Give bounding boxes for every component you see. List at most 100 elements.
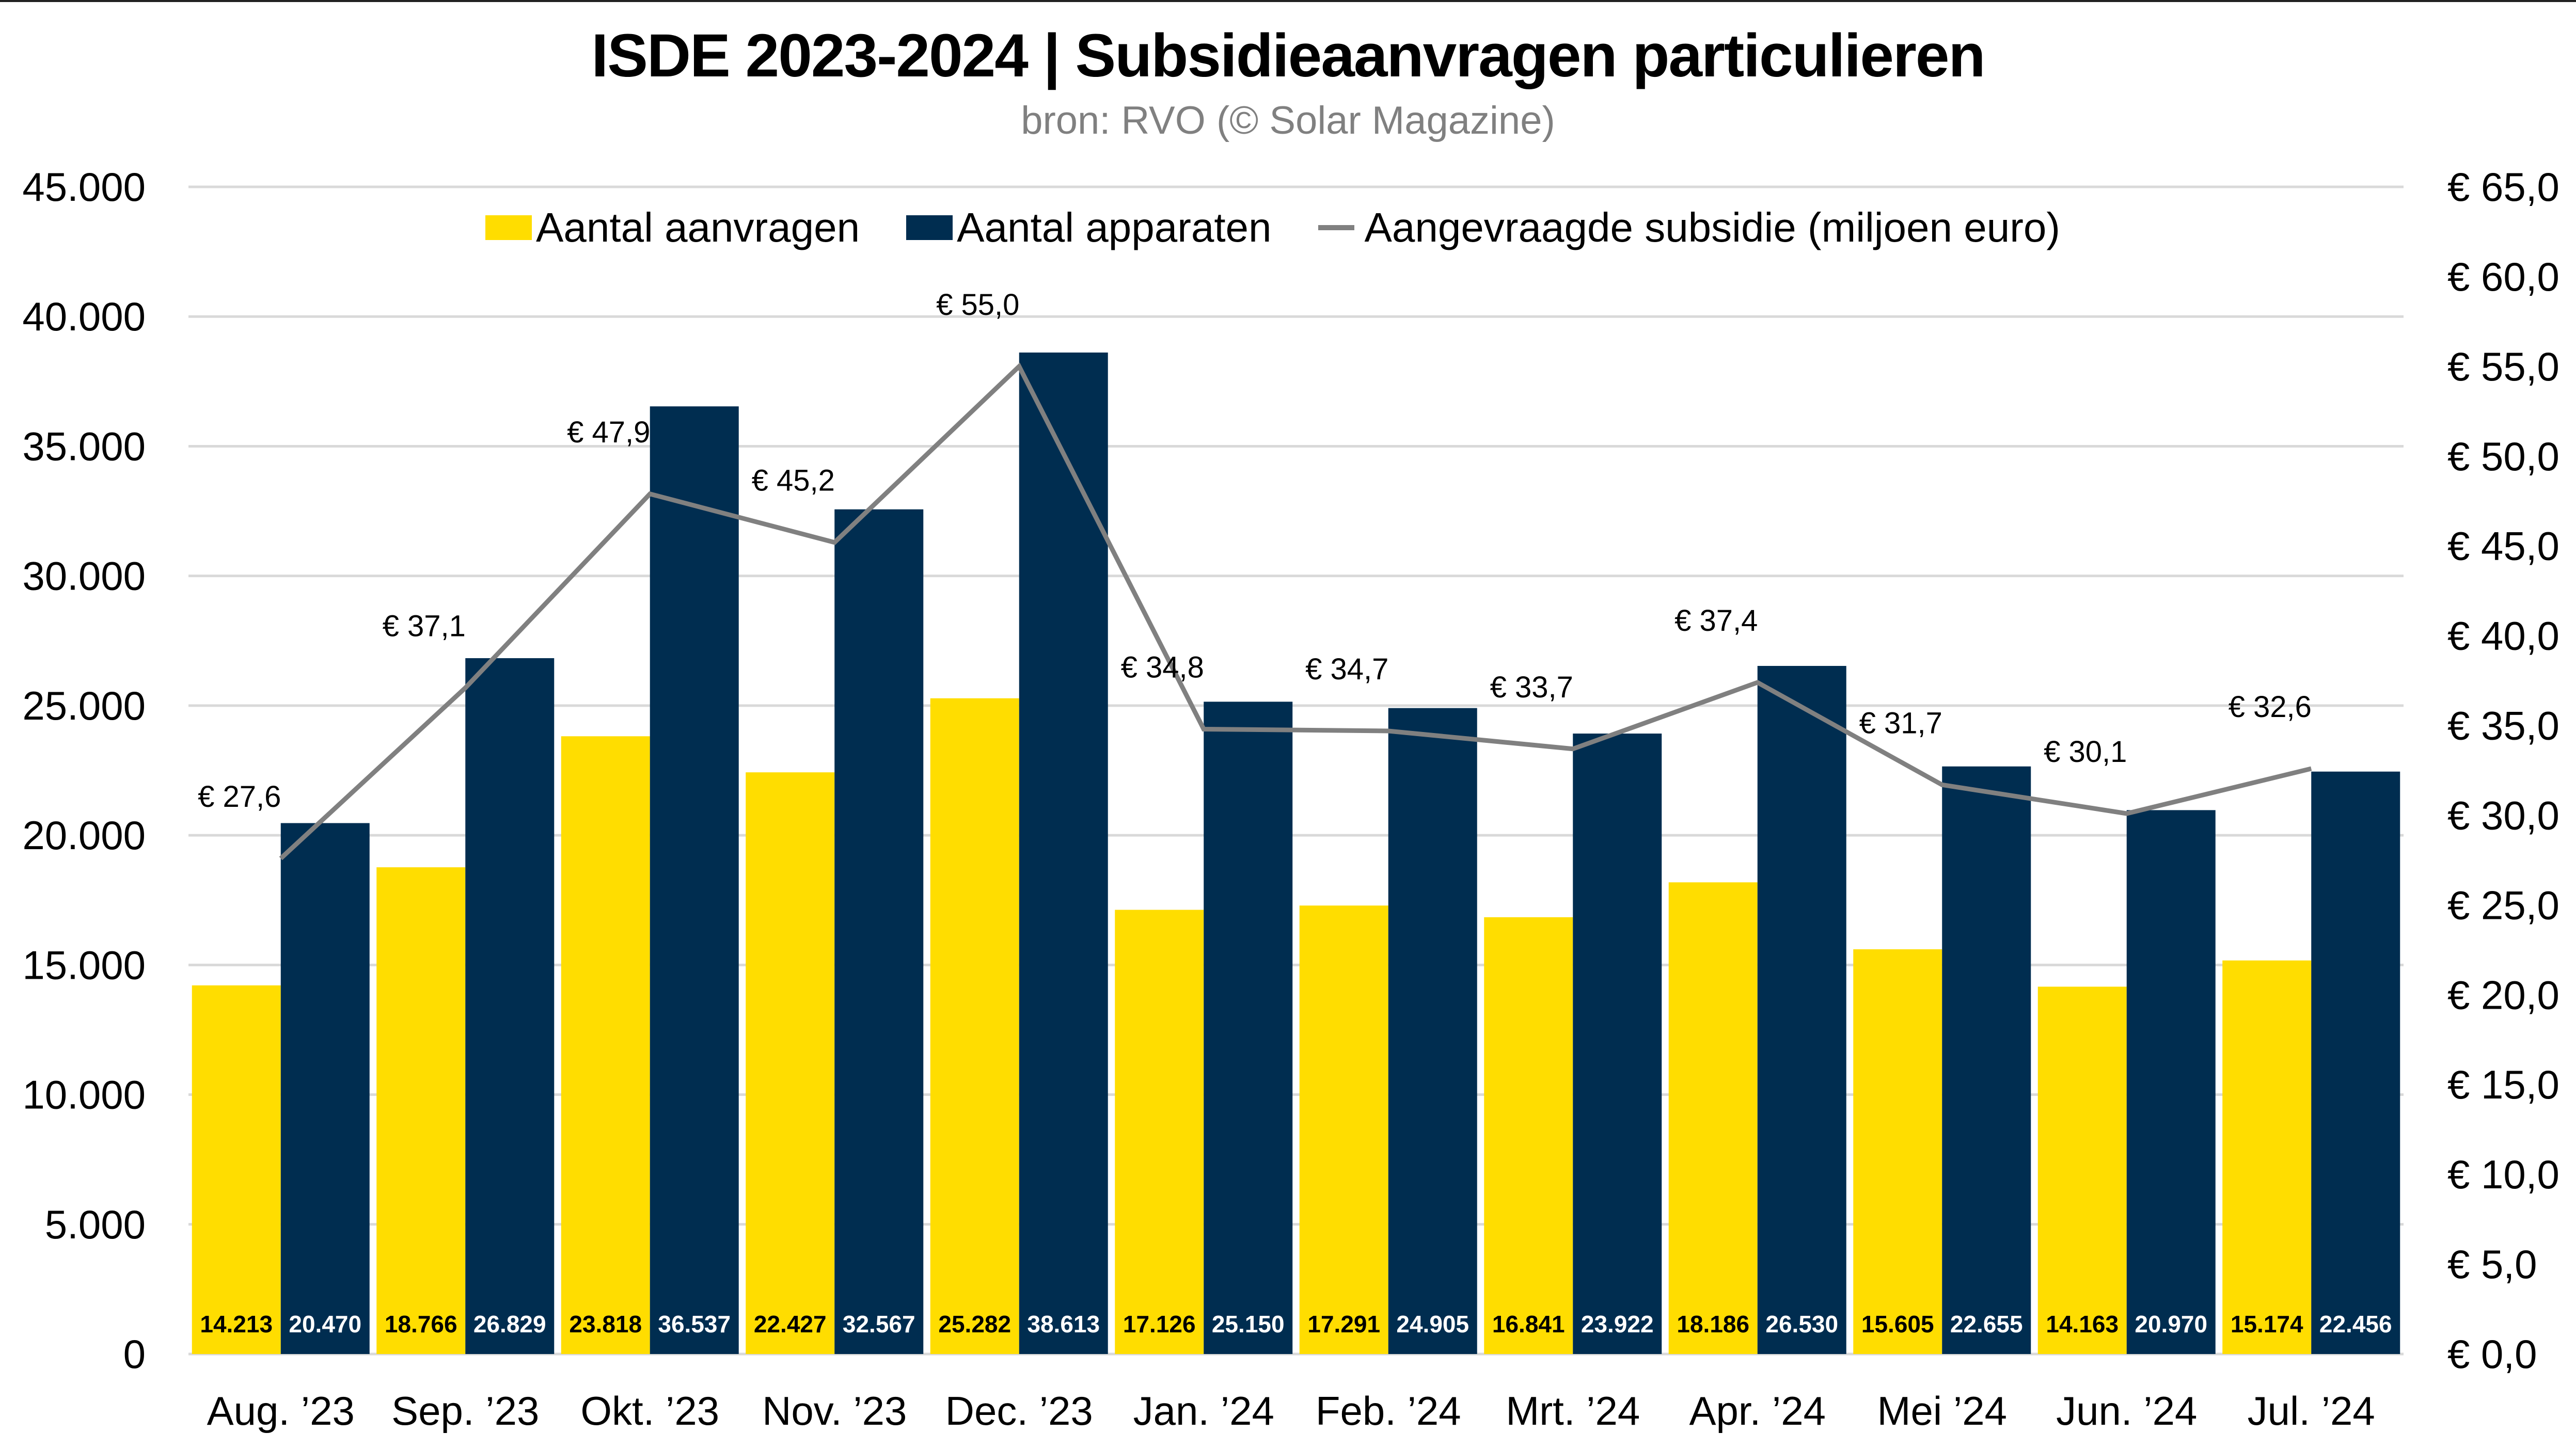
bar-label-apparaten: 26.530	[1765, 1311, 1838, 1337]
y-right-tick-label: € 60,0	[2447, 254, 2559, 299]
x-tick-label: Aug. ’23	[207, 1388, 355, 1434]
bar-label-aanvragen: 14.213	[200, 1311, 273, 1337]
legend-item-aanvragen: Aantal aanvragen	[485, 204, 860, 251]
bar-aanvragen	[561, 736, 650, 1354]
bar-label-aanvragen: 18.766	[385, 1311, 457, 1337]
chart-subtitle: bron: RVO (© Solar Magazine)	[1021, 99, 1555, 142]
line-data-label: € 32,6	[2229, 690, 2312, 724]
bars	[192, 352, 2400, 1354]
y-right-tick-label: € 55,0	[2447, 344, 2559, 389]
bar-aanvragen	[2037, 986, 2127, 1354]
y-left-tick-label: 10.000	[22, 1072, 146, 1118]
line-data-label: € 34,8	[1121, 650, 1204, 684]
legend-item-subsidie: Aangevraagde subsidie (miljoen euro)	[1318, 204, 2060, 251]
bar-label-apparaten: 24.905	[1396, 1311, 1469, 1337]
y-right-tick-label: € 65,0	[2447, 164, 2559, 210]
y-right-tick-label: € 0,0	[2447, 1331, 2537, 1377]
x-tick-label: Mrt. ’24	[1506, 1388, 1640, 1434]
line-data-label: € 55,0	[936, 288, 1019, 322]
x-tick-label: Okt. ’23	[580, 1388, 719, 1434]
x-tick-label: Dec. ’23	[945, 1388, 1093, 1434]
bar-apparaten	[2311, 771, 2400, 1354]
bar-label-aanvragen: 15.174	[2231, 1311, 2303, 1337]
bar-label-apparaten: 22.456	[2319, 1311, 2392, 1337]
y-right-tick-label: € 5,0	[2447, 1241, 2537, 1287]
legend-swatch-subsidie	[1318, 225, 1354, 230]
line-data-label: € 27,6	[198, 780, 281, 814]
bar-apparaten	[1019, 352, 1108, 1354]
y-left-tick-label: 40.000	[22, 294, 146, 339]
y-right-tick-label: € 25,0	[2447, 882, 2559, 928]
legend-item-apparaten: Aantal apparaten	[906, 204, 1272, 251]
bar-label-apparaten: 22.655	[1950, 1311, 2023, 1337]
y-left-tick-label: 0	[123, 1331, 146, 1377]
y-right-tick-label: € 45,0	[2447, 523, 2559, 569]
legend-swatch-aanvragen	[485, 215, 532, 240]
y-left-tick-label: 25.000	[22, 683, 146, 728]
x-tick-label: Jan. ’24	[1133, 1388, 1274, 1434]
bar-label-apparaten: 20.970	[2135, 1311, 2207, 1337]
bar-label-apparaten: 25.150	[1212, 1311, 1285, 1337]
bar-aanvragen	[1299, 905, 1388, 1354]
bar-label-aanvragen: 15.605	[1861, 1311, 1934, 1337]
bar-label-apparaten: 23.922	[1581, 1311, 1654, 1337]
legend-label-subsidie: Aangevraagde subsidie (miljoen euro)	[1364, 204, 2060, 250]
legend-label-apparaten: Aantal apparaten	[957, 204, 1272, 250]
x-tick-label: Jul. ’24	[2248, 1388, 2375, 1434]
bar-label-apparaten: 20.470	[289, 1311, 361, 1337]
bar-aanvragen	[1668, 882, 1758, 1354]
bar-apparaten	[465, 658, 555, 1354]
gridlines	[188, 185, 2404, 1356]
y-right-tick-label: € 50,0	[2447, 434, 2559, 479]
bar-label-aanvragen: 22.427	[754, 1311, 827, 1337]
y-right-tick-label: € 20,0	[2447, 972, 2559, 1017]
y-left-tick-label: 5.000	[45, 1202, 146, 1247]
line-data-label: € 47,9	[567, 416, 650, 449]
bar-aanvragen	[1115, 910, 1204, 1354]
subsidy-line-path	[279, 362, 2312, 861]
legend-label-aanvragen: Aantal aanvragen	[536, 204, 860, 250]
subsidy-line	[279, 362, 2312, 861]
bar-label-aanvragen: 18.186	[1677, 1311, 1749, 1337]
y-left-tick-label: 30.000	[22, 553, 146, 599]
bar-apparaten	[1573, 734, 1662, 1354]
line-data-label: € 45,2	[752, 464, 835, 498]
bar-label-apparaten: 32.567	[843, 1311, 915, 1337]
x-tick-label: Jun. ’24	[2056, 1388, 2197, 1434]
bar-aanvragen	[192, 985, 281, 1354]
x-tick-label: Mei ’24	[1877, 1388, 2007, 1434]
y-right-tick-label: € 30,0	[2447, 792, 2559, 838]
y-right-tick-label: € 15,0	[2447, 1062, 2559, 1107]
bar-label-aanvragen: 17.291	[1307, 1311, 1380, 1337]
x-tick-label: Apr. ’24	[1689, 1388, 1826, 1434]
bar-apparaten	[1388, 708, 1477, 1354]
bar-label-aanvragen: 23.818	[569, 1311, 642, 1337]
y-left-tick-label: 20.000	[22, 813, 146, 858]
data-labels: 14.213 20.470 18.766 26.829 23.818 36.537 22.4…	[198, 288, 2392, 1337]
y-right-tick-label: € 35,0	[2447, 703, 2559, 749]
top-border	[0, 0, 2576, 2]
bar-apparaten	[2126, 810, 2216, 1354]
axes: 0 5.000 10.000 15.000 20.000 25.000 30.000 35.0…	[22, 164, 2559, 1434]
y-left-tick-label: 15.000	[22, 942, 146, 988]
bar-apparaten	[1204, 702, 1293, 1354]
bar-label-aanvragen: 14.163	[2046, 1311, 2119, 1337]
legend-swatch-apparaten	[906, 215, 953, 240]
line-data-label: € 34,7	[1305, 652, 1388, 686]
bar-label-apparaten: 36.537	[658, 1311, 731, 1337]
bar-apparaten	[834, 509, 924, 1354]
bar-aanvragen	[2222, 960, 2312, 1354]
legend: Aantal aanvragen Aantal apparaten Aangev…	[485, 204, 2107, 251]
bar-apparaten	[1942, 766, 2031, 1354]
bar-aanvragen	[1484, 917, 1573, 1354]
bar-label-aanvragen: 16.841	[1492, 1311, 1565, 1337]
y-left-tick-label: 35.000	[22, 423, 146, 469]
bar-aanvragen	[746, 772, 835, 1354]
x-tick-label: Nov. ’23	[762, 1388, 907, 1434]
y-right-tick-label: € 40,0	[2447, 613, 2559, 659]
chart-title: ISDE 2023-2024 | Subsidieaanvragen parti…	[591, 22, 1985, 90]
y-left-tick-label: 45.000	[22, 164, 146, 210]
bar-label-apparaten: 38.613	[1027, 1311, 1100, 1337]
y-right-tick-label: € 10,0	[2447, 1152, 2559, 1197]
